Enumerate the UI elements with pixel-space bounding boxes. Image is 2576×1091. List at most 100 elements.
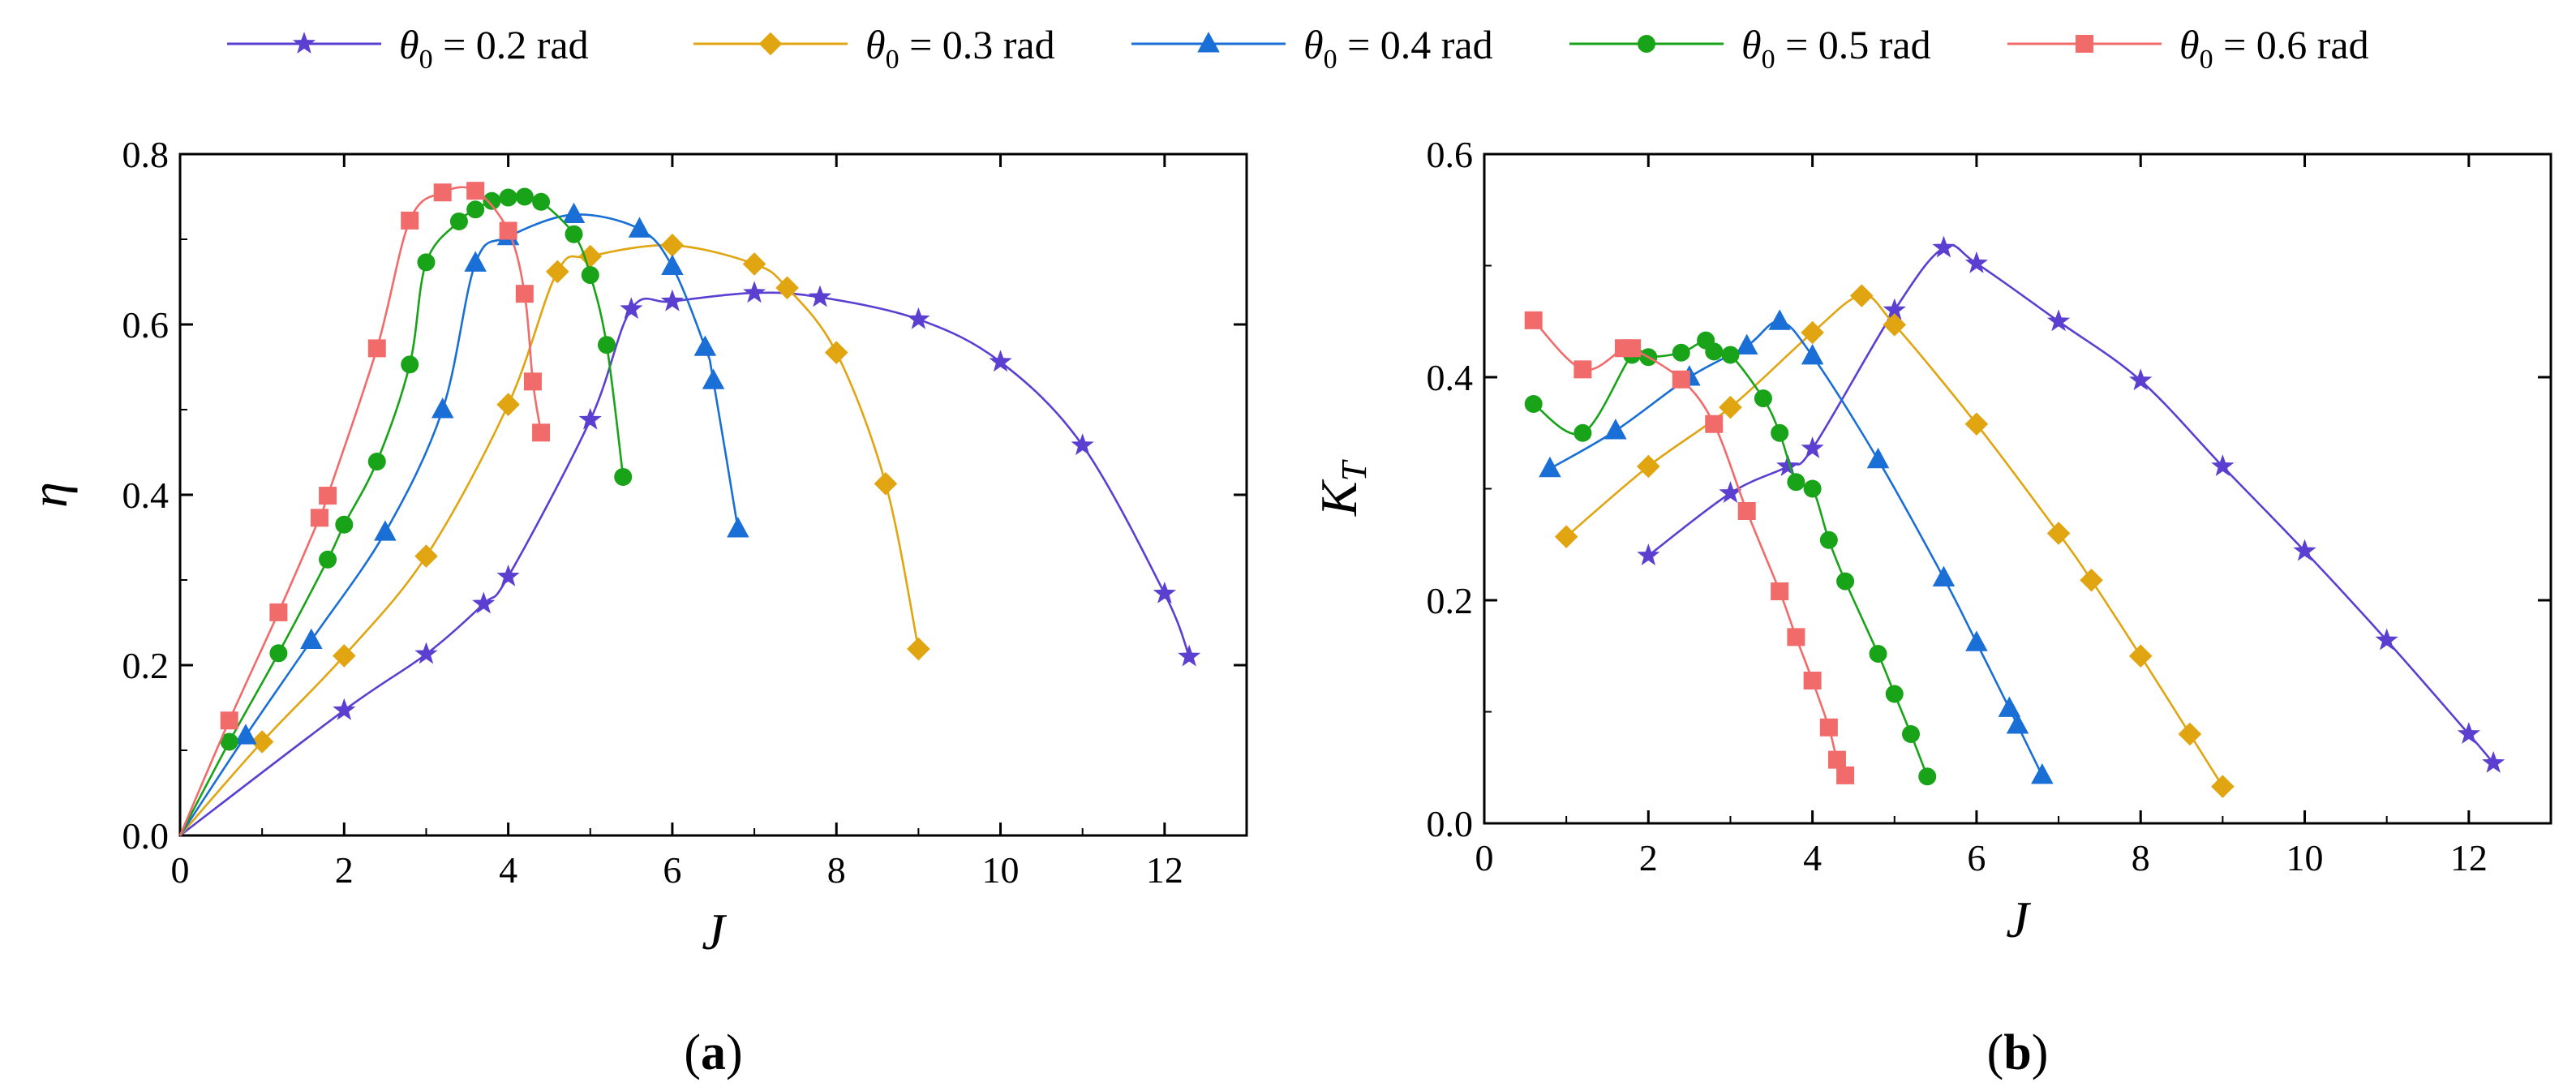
- data-point: [2129, 368, 2153, 391]
- data-point: [1524, 311, 1543, 329]
- data-point: [1850, 284, 1874, 307]
- data-point: [1721, 346, 1740, 364]
- data-point: [1803, 479, 1822, 498]
- data-point: [532, 423, 551, 442]
- data-point: [581, 266, 599, 285]
- y-tick-label: 0.4: [1427, 357, 1474, 398]
- legend-label: θ0 = 0.5 rad: [1741, 22, 1931, 75]
- data-point: [496, 565, 520, 586]
- data-point: [2128, 644, 2153, 668]
- legend-marker: [1638, 35, 1655, 53]
- data-point: [401, 355, 419, 374]
- data-point: [269, 603, 288, 621]
- data-point: [1623, 339, 1642, 358]
- data-point: [1574, 423, 1592, 442]
- data-point: [374, 520, 397, 541]
- data-point: [578, 244, 603, 268]
- data-point: [499, 221, 517, 240]
- data-point: [1902, 725, 1920, 743]
- data-point: [727, 517, 749, 538]
- data-point: [1819, 718, 1838, 737]
- x-tick-label: 2: [335, 849, 354, 891]
- data-point: [1869, 645, 1887, 663]
- legend-item: θ0 = 0.3 rad: [693, 22, 1055, 75]
- data-point: [472, 591, 496, 614]
- data-point: [1737, 502, 1756, 520]
- x-tick-label: 8: [2132, 837, 2150, 878]
- data-point: [1554, 525, 1578, 548]
- legend: θ0 = 0.2 rad θ0 = 0.3 rad θ0 = 0.4 rad θ0 =…: [227, 22, 2369, 75]
- data-point: [1883, 313, 1907, 337]
- data-point: [2047, 309, 2071, 332]
- data-point: [702, 368, 725, 389]
- plot-frame: [178, 152, 1248, 837]
- x-tick-label: 0: [1475, 837, 1494, 878]
- y-tick-label: 0.0: [1427, 803, 1474, 844]
- y-tick-label: 0.6: [1427, 134, 1474, 175]
- data-point: [2211, 454, 2235, 476]
- data-point: [2482, 750, 2505, 773]
- data-point: [660, 234, 685, 257]
- x-tick-label: 10: [2286, 837, 2324, 878]
- data-point: [1998, 696, 2021, 717]
- data-point: [660, 289, 684, 311]
- legend-marker: [2076, 35, 2093, 53]
- series-line: [1532, 319, 1847, 776]
- data-point: [1637, 454, 1660, 479]
- data-point: [335, 515, 354, 534]
- data-point: [1719, 395, 1742, 419]
- x-tick-label: 12: [2450, 837, 2488, 878]
- legend-label: θ0 = 0.2 rad: [399, 22, 589, 75]
- x-tick-label: 6: [1967, 837, 1986, 878]
- data-point: [2375, 628, 2398, 651]
- series-1: [1637, 235, 2505, 773]
- data-point: [1964, 251, 1988, 273]
- series-2: [179, 234, 930, 836]
- y-tick-label: 0.2: [1427, 580, 1474, 621]
- series-4: [1524, 331, 1937, 786]
- series-line: [1565, 294, 2224, 788]
- data-point: [1672, 343, 1690, 362]
- data-point: [1705, 414, 1724, 433]
- y-tick-label: 0.0: [122, 815, 170, 857]
- data-point: [1932, 565, 1956, 586]
- data-point: [1801, 344, 1824, 365]
- data-point: [466, 200, 485, 219]
- x-axis-label: J: [702, 903, 727, 960]
- data-point: [2211, 775, 2235, 798]
- data-point: [1604, 419, 1627, 440]
- data-point: [1754, 389, 1772, 408]
- chart-b: 0 2 4 6 8 10 12 0.0 0.2 0.4 0.6 J KT (b): [1310, 134, 2552, 1080]
- y-axis-label: KT: [1310, 458, 1374, 517]
- data-point: [565, 225, 583, 243]
- data-point: [1801, 320, 1824, 345]
- series-1: [179, 281, 1201, 837]
- data-point: [367, 339, 386, 358]
- legend-item: θ0 = 0.4 rad: [1131, 22, 1493, 75]
- data-point: [2046, 522, 2071, 545]
- x-tick-label: 12: [1146, 849, 1183, 891]
- data-point: [1964, 412, 1989, 436]
- data-point: [1827, 750, 1846, 769]
- legend-item: θ0 = 0.6 rad: [2007, 22, 2369, 75]
- y-tick-label: 0.2: [122, 645, 170, 686]
- x-tick-label: 8: [827, 849, 846, 891]
- data-point: [874, 472, 898, 496]
- data-point: [1768, 309, 1791, 330]
- data-point: [433, 183, 452, 202]
- legend-label: θ0 = 0.6 rad: [2179, 22, 2369, 75]
- legend-label: θ0 = 0.3 rad: [865, 22, 1055, 75]
- data-point: [532, 192, 551, 211]
- series-line: [178, 186, 543, 836]
- y-tick-label: 0.4: [122, 475, 170, 516]
- data-point: [578, 407, 602, 430]
- data-point: [1776, 454, 1800, 476]
- data-point: [989, 350, 1012, 372]
- legend-item: θ0 = 0.2 rad: [227, 22, 589, 75]
- data-point: [907, 307, 930, 329]
- data-point: [620, 297, 643, 320]
- data-point: [2080, 568, 2103, 592]
- data-point: [1771, 582, 1789, 600]
- x-tick-label: 0: [171, 849, 190, 891]
